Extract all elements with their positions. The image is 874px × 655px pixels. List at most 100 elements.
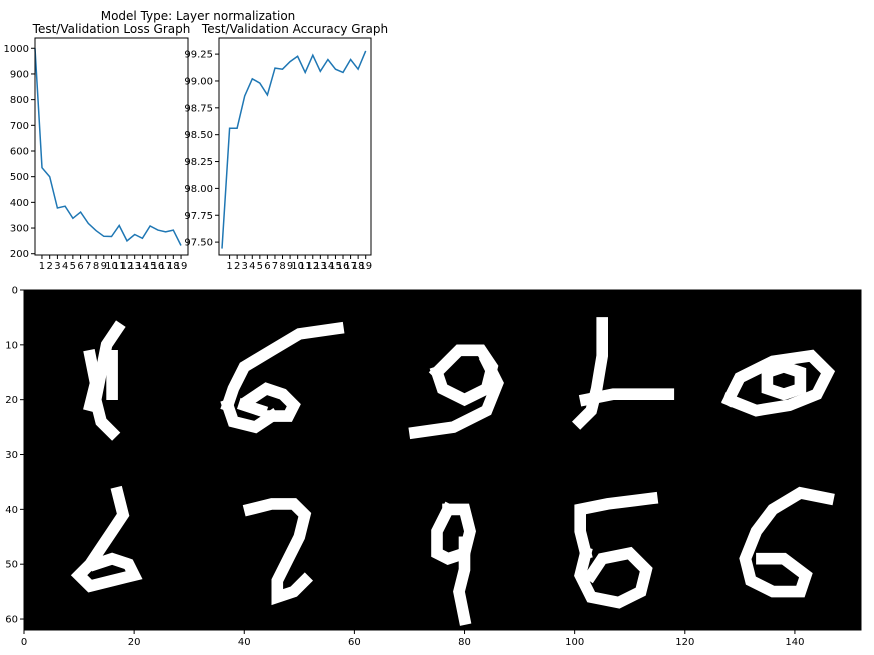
- digit-image-grid: 0 20 40 60 80 100 120 140 0 10 20 30 40 50 60: [5, 286, 862, 648]
- y-tick-label: 1000: [4, 44, 29, 55]
- x-tick-label: 1: [39, 261, 45, 272]
- digit-stroke: [408, 353, 504, 440]
- x-tick-label: 5: [257, 261, 263, 272]
- y-tick-label: 600: [10, 146, 29, 157]
- accuracy-chart: Test/Validation Accuracy Graph 97.50 97.75…: [184, 22, 388, 272]
- x-tick-label: 7: [85, 261, 91, 272]
- y-tick-label: 98.00: [184, 184, 213, 195]
- x-tick-label: 12: [121, 261, 134, 272]
- x-tick-label: 12: [306, 261, 319, 272]
- x-tick-label: 14: [322, 261, 335, 272]
- y-tick-label: 30: [5, 450, 18, 461]
- x-tick-label: 13: [314, 261, 327, 272]
- y-tick-label: 300: [10, 224, 29, 235]
- digit-image: [431, 501, 476, 626]
- x-tick-label: 13: [128, 261, 141, 272]
- x-tick-label: 19: [175, 261, 188, 272]
- x-tick-label: 1: [226, 261, 232, 272]
- x-tick-label: 120: [675, 637, 694, 648]
- y-tick-label: 900: [10, 69, 29, 80]
- axes-frame: [218, 37, 372, 256]
- axes-frame: [34, 37, 189, 256]
- y-tick-label: 97.75: [184, 211, 213, 222]
- x-tick-label: 2: [46, 261, 52, 272]
- y-tick-label: 98.50: [184, 130, 213, 141]
- y-tick-label: 99.00: [184, 76, 213, 87]
- y-tick-label: 98.75: [184, 103, 213, 114]
- chart-title: Test/Validation Accuracy Graph: [201, 22, 388, 36]
- x-tick-label: 8: [279, 261, 285, 272]
- digit-stroke: [236, 397, 269, 418]
- x-tick-label: 14: [136, 261, 149, 272]
- y-tick-label: 60: [5, 615, 18, 626]
- y-tick-label: 700: [10, 121, 29, 132]
- digit-stroke: [574, 546, 653, 609]
- x-tick-label: 15: [329, 261, 342, 272]
- digit-image: [408, 344, 504, 440]
- y-tick-label: 0: [12, 286, 18, 297]
- x-tick-label: 11: [299, 261, 312, 272]
- x-tick-label: 15: [144, 261, 157, 272]
- x-tick-label: 17: [344, 261, 357, 272]
- y-tick-label: 800: [10, 95, 29, 106]
- x-tick-label: 20: [128, 637, 141, 648]
- digit-image: [242, 498, 314, 606]
- x-tick-label: 10: [291, 261, 304, 272]
- digit-stroke: [241, 382, 301, 422]
- y-tick-label: 98.25: [184, 157, 213, 168]
- digit-image: [721, 349, 836, 417]
- series-line: [34, 48, 182, 246]
- x-tick-label: 6: [77, 261, 83, 272]
- x-tick-label: 2: [234, 261, 240, 272]
- y-tick-label: 20: [5, 395, 18, 406]
- digit-stroke: [453, 536, 472, 626]
- axes-frame: [23, 289, 862, 631]
- x-tick-label: 18: [167, 261, 180, 272]
- y-tick-label: 99.25: [184, 50, 213, 61]
- y-tick-label: 400: [10, 198, 29, 209]
- digit-stroke: [83, 348, 102, 413]
- x-tick-label: 10: [105, 261, 118, 272]
- series-line: [221, 50, 367, 249]
- x-tick-label: 9: [287, 261, 293, 272]
- digit-stroke: [578, 388, 675, 407]
- x-tick-label: 80: [458, 637, 471, 648]
- image-background: [24, 290, 861, 630]
- loss-chart: Test/Validation Loss Graph 200 300 400 500 60…: [4, 22, 191, 272]
- digit-stroke: [70, 485, 143, 593]
- digit-stroke: [721, 349, 836, 417]
- x-tick-label: 3: [54, 261, 60, 272]
- digit-stroke: [760, 360, 807, 401]
- digit-stroke: [739, 486, 835, 598]
- digit-image: [220, 321, 345, 434]
- y-tick-label: 500: [10, 172, 29, 183]
- digit-image: [571, 317, 675, 430]
- y-tick-label: 200: [10, 249, 29, 260]
- y-tick-label: 97.50: [184, 238, 213, 249]
- figure-suptitle: Model Type: Layer normalization: [101, 9, 296, 23]
- x-tick-label: 4: [249, 261, 255, 272]
- y-tick-label: 10: [5, 340, 18, 351]
- chart-title: Test/Validation Loss Graph: [32, 22, 191, 36]
- digit-stroke: [220, 321, 345, 413]
- x-tick-label: 16: [151, 261, 164, 272]
- x-tick-label: 9: [101, 261, 107, 272]
- digit-image: [70, 485, 143, 593]
- x-tick-label: 140: [785, 637, 804, 648]
- digit-stroke: [242, 498, 314, 606]
- x-tick-label: 0: [21, 637, 27, 648]
- x-tick-label: 8: [93, 261, 99, 272]
- x-tick-label: 60: [348, 637, 361, 648]
- digit-stroke: [431, 501, 476, 565]
- digit-stroke: [571, 317, 609, 430]
- y-tick-label: 50: [5, 560, 18, 571]
- x-tick-label: 18: [352, 261, 365, 272]
- x-tick-label: 6: [264, 261, 270, 272]
- digit-stroke: [574, 491, 659, 561]
- x-tick-label: 16: [337, 261, 350, 272]
- y-tick-label: 40: [5, 505, 18, 516]
- x-tick-label: 19: [359, 261, 372, 272]
- digit-image: [83, 320, 126, 441]
- x-tick-label: 11: [113, 261, 126, 272]
